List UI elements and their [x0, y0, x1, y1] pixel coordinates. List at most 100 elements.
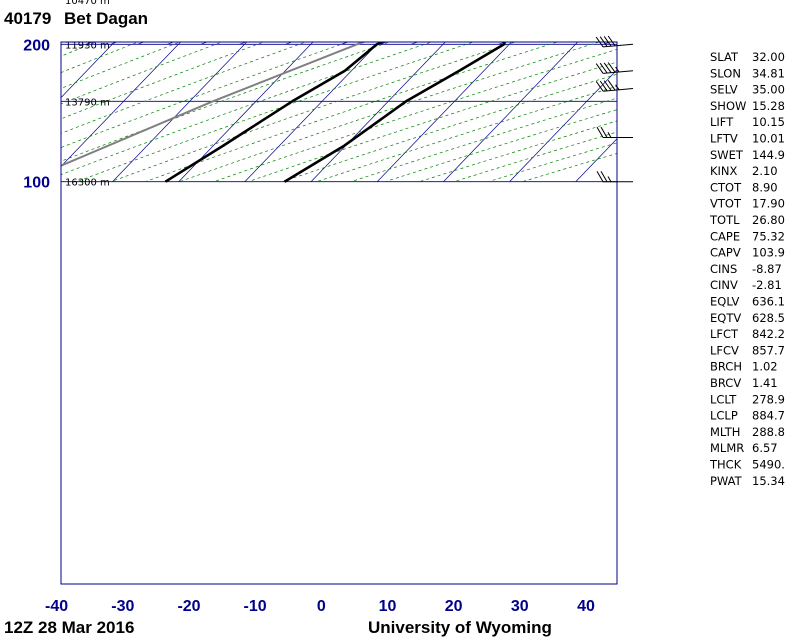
wind-barb	[596, 126, 633, 138]
index-value: 884.7	[752, 409, 785, 423]
index-value: 15.34	[752, 474, 785, 488]
temperature-tick-label: -40	[45, 598, 68, 615]
isotherm-line	[443, 42, 579, 182]
moist-adiabat-line	[200, 42, 208, 45]
index-value: 10.01	[752, 132, 785, 146]
temperature-tick-label: 40	[577, 598, 595, 615]
index-name: EQTV	[710, 311, 741, 325]
index-value: 1.41	[752, 376, 778, 390]
dry-adiabat-line	[179, 42, 601, 183]
moist-adiabat-line	[793, 0, 800, 44]
index-name: SWET	[710, 148, 744, 162]
index-name: MLMR	[710, 441, 744, 455]
wind-barb	[595, 80, 634, 92]
wind-barb-half-feather	[615, 84, 620, 91]
wind-barb-feather	[595, 81, 604, 92]
index-value: 636.1	[752, 295, 785, 309]
temperature-tick-label: -10	[244, 598, 267, 615]
index-value: 75.32	[752, 229, 785, 243]
isotherm-line	[61, 42, 182, 167]
wind-barb-feather	[603, 36, 612, 47]
moist-adiabat-line	[167, 42, 175, 45]
temperature-tick-label: 0	[317, 598, 326, 615]
index-name: SLON	[710, 66, 741, 80]
pressure-tick-label: 200	[23, 37, 50, 54]
plot-frame	[60, 41, 618, 585]
index-value: -8.87	[752, 262, 782, 276]
index-name: KINX	[710, 164, 738, 178]
temperature-axis: -40 -30 -20 -10 0 10 20 30 40	[45, 598, 595, 615]
wind-barb	[595, 62, 634, 74]
index-name: SHOW	[710, 99, 746, 113]
index-value: 628.5	[752, 311, 785, 325]
wind-barbs	[595, 35, 634, 183]
isotherm-line	[178, 42, 314, 182]
dry-adiabat-line	[110, 42, 517, 183]
index-name: TOTL	[709, 213, 740, 227]
index-name: SELV	[710, 83, 738, 97]
pressure-tick-label: 100	[23, 175, 50, 192]
temperature-tick-label: 20	[445, 598, 463, 615]
isotherm-line	[310, 42, 446, 182]
index-value: 15.28	[752, 99, 785, 113]
wind-barb-feather	[600, 126, 608, 138]
isotherm-line	[509, 69, 617, 182]
moist-adiabat-line	[137, 42, 145, 45]
index-name: VTOT	[710, 197, 742, 211]
moist-adiabat-line	[603, 42, 612, 45]
index-value: 8.90	[752, 180, 778, 194]
temperature-tick-label: 30	[511, 598, 529, 615]
index-name: LFTV	[710, 132, 738, 146]
index-name: BRCH	[710, 360, 742, 374]
temperature-tick-label: -20	[177, 598, 200, 615]
isotherm-line	[244, 42, 380, 182]
wind-barb-staff	[603, 70, 634, 74]
wind-barb-feather	[599, 80, 608, 92]
station-name: Bet Dagan	[64, 9, 148, 28]
index-value: 857.7	[752, 343, 785, 357]
wind-barb	[595, 35, 634, 48]
dry-adiabat-line	[76, 42, 475, 183]
sounding-indices: SLAT 32.00 SLON 34.81 SELV 35.00 SHOW 15.28 LIFT…	[709, 50, 785, 488]
wind-barb-feather	[599, 36, 608, 47]
index-name: CINS	[710, 262, 737, 276]
temperature-tick-label: 10	[379, 598, 397, 615]
moist-adiabat-line	[85, 42, 93, 45]
index-value: 2.10	[752, 164, 778, 178]
index-name: LFCV	[710, 343, 739, 357]
wind-barb-feather	[607, 80, 616, 91]
index-value: 1.02	[752, 360, 778, 374]
index-name: PWAT	[710, 474, 743, 488]
moist-adiabat-line	[341, 42, 349, 45]
index-value: 10.15	[752, 115, 785, 129]
wind-barb-half-feather	[607, 132, 612, 138]
index-name: CAPV	[710, 246, 741, 260]
index-value: 34.81	[752, 66, 785, 80]
height-label: 16300 m	[65, 178, 110, 189]
dry-adiabat-line	[453, 131, 617, 183]
wind-barb-feather	[596, 126, 604, 138]
wind-barb-staff	[603, 43, 634, 48]
index-value: -2.81	[752, 278, 782, 292]
footer-time: 12Z 28 Mar 2016	[4, 618, 134, 637]
index-value: 278.9	[752, 392, 785, 406]
footer-source: University of Wyoming	[368, 618, 552, 637]
wind-barb-feather	[607, 35, 616, 47]
dry-adiabat-line	[145, 42, 559, 183]
moist-adiabat-line	[285, 42, 293, 45]
wind-barb-half-feather	[615, 66, 620, 73]
plot-grid	[0, 0, 800, 183]
moist-adiabat-line	[239, 42, 247, 45]
station-id: 40179	[4, 9, 51, 28]
wind-barb-feather	[607, 62, 616, 73]
height-label: 13790 m	[65, 97, 110, 108]
index-name: MLTH	[710, 425, 740, 439]
index-name: SLAT	[710, 50, 739, 64]
wind-barb-feather	[599, 62, 608, 74]
height-label: 11930 m	[65, 40, 110, 51]
isotherm-line	[0, 0, 362, 182]
wind-barb-feather	[603, 62, 612, 73]
index-name: BRCV	[710, 376, 741, 390]
isotherm-line	[376, 42, 512, 182]
